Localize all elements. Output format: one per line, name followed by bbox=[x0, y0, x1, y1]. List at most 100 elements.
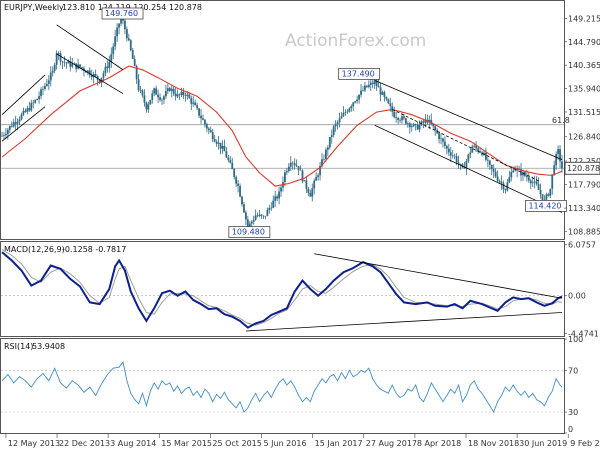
candle-body bbox=[245, 212, 247, 220]
candle-body bbox=[326, 147, 329, 150]
candle-body bbox=[438, 133, 440, 140]
candle-body bbox=[61, 61, 64, 63]
candle-body bbox=[350, 106, 353, 109]
candle-body bbox=[248, 223, 251, 229]
candle-body bbox=[531, 182, 534, 184]
x-tick-label: 15 Mar 2015 bbox=[161, 439, 212, 448]
candle-body bbox=[108, 61, 111, 68]
candle-body bbox=[514, 170, 517, 172]
candle-body bbox=[270, 207, 273, 209]
candle-body bbox=[131, 50, 134, 60]
candle-body bbox=[254, 215, 257, 220]
candle-body bbox=[405, 118, 407, 124]
candle-body bbox=[383, 92, 386, 98]
candle-body bbox=[45, 83, 48, 86]
candle-body bbox=[553, 165, 556, 175]
candle-body bbox=[309, 192, 312, 197]
candle-body bbox=[264, 215, 267, 217]
candle-body bbox=[412, 124, 415, 127]
candle-body bbox=[340, 116, 343, 119]
candle-body bbox=[543, 199, 546, 201]
candle-body bbox=[506, 182, 509, 191]
candle-body bbox=[336, 122, 339, 124]
candle-body bbox=[194, 102, 197, 106]
candle-body bbox=[223, 145, 226, 152]
candle-body bbox=[102, 73, 105, 78]
candle-body bbox=[186, 94, 189, 96]
macd-title: MACD(12,26,9) bbox=[4, 245, 65, 254]
candle-body bbox=[397, 118, 399, 120]
candle-body bbox=[551, 174, 554, 189]
candle-body bbox=[293, 163, 296, 166]
candle-body bbox=[325, 149, 327, 160]
candle-body bbox=[364, 85, 366, 91]
candle-body bbox=[59, 53, 62, 62]
candle-body bbox=[24, 110, 27, 112]
candle-body bbox=[124, 20, 126, 30]
price-y-tick-label: 122.250 bbox=[568, 157, 600, 166]
candle-body bbox=[494, 171, 497, 177]
candle-body bbox=[8, 126, 11, 130]
candle-body bbox=[537, 184, 540, 190]
candle-body bbox=[301, 170, 304, 182]
candle-body bbox=[112, 46, 115, 55]
candle-body bbox=[344, 112, 347, 113]
candle-body bbox=[71, 63, 74, 67]
price-y-tick-label: 108.885 bbox=[568, 228, 600, 237]
candle-body bbox=[453, 155, 456, 157]
candle-body bbox=[86, 70, 89, 73]
candle-body bbox=[96, 75, 99, 80]
rsi-y-tick-label: 70 bbox=[568, 366, 578, 375]
candle-body bbox=[30, 103, 33, 111]
candle-body bbox=[403, 116, 405, 119]
candle-body bbox=[297, 166, 300, 170]
candle-body bbox=[184, 95, 187, 96]
candle-body bbox=[284, 172, 286, 183]
price-title: EURJPY,Weekly bbox=[4, 3, 64, 12]
candle-body bbox=[406, 123, 409, 124]
candle-body bbox=[393, 111, 396, 118]
x-tick-label: 8 Apr 2018 bbox=[417, 439, 461, 448]
watermark: ActionForex.com bbox=[285, 31, 426, 51]
candle-body bbox=[88, 70, 91, 75]
candle-body bbox=[94, 74, 97, 76]
candle-body bbox=[22, 110, 25, 115]
candle-body bbox=[120, 15, 122, 24]
candle-body bbox=[547, 194, 550, 196]
candle-body bbox=[471, 146, 474, 153]
candle-body bbox=[51, 70, 54, 73]
candle-body bbox=[461, 164, 464, 168]
price-y-tick-label: 131.515 bbox=[568, 108, 600, 117]
candle-body bbox=[280, 187, 282, 192]
candle-body bbox=[196, 105, 199, 109]
candle-body bbox=[1, 135, 3, 137]
macd-y-tick-label: -4.4741 bbox=[568, 329, 599, 338]
candle-body bbox=[360, 90, 362, 95]
candle-body bbox=[457, 162, 460, 164]
price-trendline bbox=[392, 109, 539, 182]
candle-body bbox=[81, 67, 83, 69]
candle-body bbox=[467, 154, 470, 161]
price-trendline bbox=[374, 80, 563, 161]
price-y-tick-label: 135.940 bbox=[568, 85, 600, 94]
candle-body bbox=[202, 118, 204, 120]
candle-body bbox=[354, 101, 357, 103]
candle-body bbox=[55, 53, 58, 65]
candle-body bbox=[198, 108, 200, 116]
candle-body bbox=[166, 88, 169, 92]
candle-body bbox=[161, 99, 163, 101]
candle-body bbox=[168, 88, 171, 91]
macd-signal-line bbox=[1, 249, 563, 326]
candle-body bbox=[379, 87, 382, 95]
candle-body bbox=[133, 59, 136, 66]
candle-body bbox=[204, 119, 206, 125]
candle-body bbox=[207, 128, 210, 131]
candle-body bbox=[246, 219, 249, 229]
candle-body bbox=[141, 90, 144, 96]
candle-body bbox=[399, 119, 401, 121]
candle-body bbox=[139, 89, 142, 91]
candle-body bbox=[125, 29, 128, 39]
candle-body bbox=[165, 91, 167, 97]
candle-body bbox=[10, 126, 13, 127]
